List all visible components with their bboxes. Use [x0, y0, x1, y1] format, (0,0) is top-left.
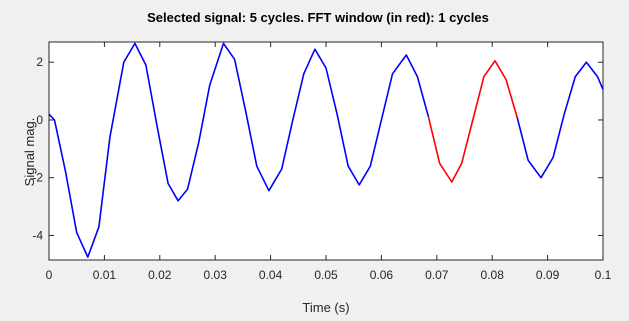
x-tick-label: 0 — [46, 268, 53, 282]
y-tick-label: 2 — [36, 55, 43, 69]
chart-title: Selected signal: 5 cycles. FFT window (i… — [147, 10, 489, 25]
series-line-1 — [427, 59, 518, 183]
x-tick-label: 0.1 — [595, 268, 612, 282]
series-line-0 — [48, 42, 430, 258]
x-tick-label: 0.07 — [425, 268, 449, 282]
x-tick-label: 0.01 — [93, 268, 117, 282]
x-tick-label: 0.05 — [314, 268, 338, 282]
y-tick-label: 0 — [36, 113, 43, 127]
series-layer — [48, 42, 604, 258]
plot-area — [48, 41, 604, 261]
x-tick-label: 0.09 — [536, 268, 560, 282]
x-tick-label: 0.08 — [481, 268, 505, 282]
y-tick-label: -4 — [32, 228, 43, 242]
x-axis-label: Time (s) — [302, 300, 349, 315]
x-axis: 0 0.01 0.02 0.03 0.04 0.05 0.06 0.07 0.08 0.09 0.1 — [46, 42, 612, 282]
x-tick-label: 0.04 — [259, 268, 283, 282]
series-line-2 — [516, 61, 604, 179]
x-tick-label: 0.03 — [204, 268, 228, 282]
y-axis-label: Signal mag. — [22, 118, 37, 187]
x-tick-label: 0.06 — [370, 268, 394, 282]
y-tick-label: -2 — [32, 171, 43, 185]
x-tick-label: 0.02 — [148, 268, 172, 282]
y-axis: 2 0 -2 -4 — [32, 55, 603, 242]
